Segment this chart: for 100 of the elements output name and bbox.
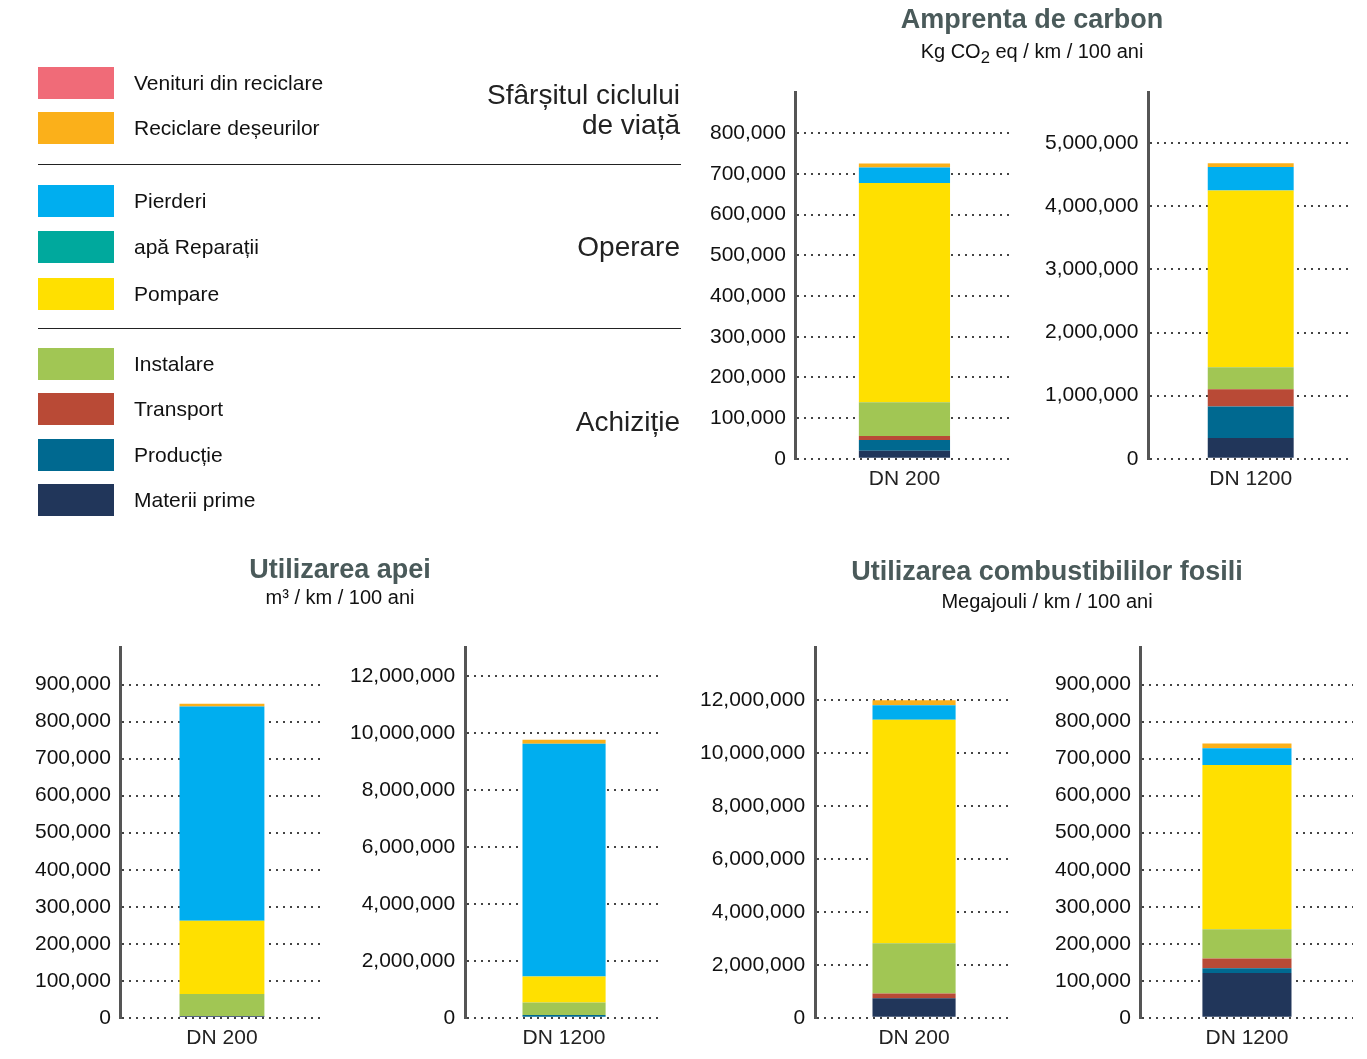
bar [872,998,956,1017]
legend-label: Materii prime [134,488,256,512]
y-tick-label: 4,000,000 [361,890,456,914]
y-tick-label: 3,000,000 [1044,256,1139,280]
y-tick-label: 4,000,000 [711,898,806,922]
y-tick-label: 700,000 [709,160,786,184]
bar [872,705,956,720]
y-tick-label: 800,000 [1054,708,1131,732]
y-tick-label: 600,000 [1054,782,1131,806]
bar [858,436,951,441]
y-tick-label: 900,000 [1054,671,1131,695]
legend-label: Instalare [134,352,215,376]
y-tick-label: 800,000 [34,708,111,732]
y-tick-label: 100,000 [1054,967,1131,991]
y-tick-label: 2,000,000 [1044,319,1139,343]
y-tick-label: 5,000,000 [1044,129,1139,153]
y-tick-label: 100,000 [34,967,111,991]
bar [179,706,265,921]
bar [1207,167,1294,191]
y-tick-label: 300,000 [1054,893,1131,917]
bar [1207,406,1294,438]
bar [858,402,951,437]
y-tick-label: 1,000,000 [1044,382,1139,406]
bar [858,440,951,451]
text: Megajouli / km / 100 ani [940,590,1154,613]
text: Operare [576,231,680,262]
y-tick-label: 100,000 [709,404,786,428]
y-tick-label: 10,000,000 [349,719,456,743]
y-tick-label: 300,000 [709,323,786,347]
y-tick-label: 200,000 [709,364,786,388]
text: Kg CO$_{2}$ eq / km / 100 ani [919,40,1145,68]
y-tick-label: 12,000,000 [349,662,456,686]
bar [1202,973,1292,1017]
legend-label: Pierderi [134,189,207,213]
y-tick-label: 10,000,000 [699,740,806,764]
x-tick-label: DN 1200 [1209,466,1293,490]
y-tick-label: 0 [99,1004,111,1028]
bar [858,163,951,168]
y-tick-label: 400,000 [1054,856,1131,880]
bar [858,182,951,403]
y-tick-label: 500,000 [34,819,111,843]
bar [522,739,606,744]
y-tick-label: 0 [1119,1004,1131,1028]
y-tick-label: 600,000 [34,782,111,806]
chart-subtitle: m³ / km / 100 ani [264,586,416,609]
y-tick-label: 900,000 [34,671,111,695]
bar [858,450,951,458]
text: Achiziție [574,406,680,437]
text: Sfârșitul ciclului de viață [486,79,680,140]
legend-label: Venituri din reciclare [134,71,324,95]
bar [872,700,956,706]
bar [872,943,956,994]
legend-label: Reciclare deșeurilor [134,116,320,140]
bar [1202,748,1292,765]
y-tick-label: 0 [793,1004,806,1028]
bar [179,920,265,995]
bar [1207,163,1294,168]
bar [522,976,606,1003]
bar [1202,958,1292,969]
x-tick-label: DN 200 [186,1025,258,1049]
y-tick-label: 4,000,000 [1044,193,1139,217]
bar [872,719,956,944]
bar [872,993,956,999]
bar [1207,389,1294,407]
x-tick-label: DN 200 [868,466,941,490]
y-tick-label: 6,000,000 [361,833,456,857]
legend-label: apă Reparații [134,235,259,259]
chart-title: Utilizarea apei [248,554,432,585]
y-tick-label: 700,000 [34,745,111,769]
y-tick-label: 0 [774,445,786,469]
y-tick-label: 400,000 [709,282,786,306]
y-tick-label: 200,000 [1054,930,1131,954]
y-tick-label: 400,000 [34,856,111,880]
bar [858,167,951,183]
y-tick-label: 6,000,000 [711,845,806,869]
x-tick-label: DN 1200 [522,1025,606,1049]
y-tick-label: 2,000,000 [711,951,806,975]
y-tick-label: 8,000,000 [711,793,806,817]
y-tick-label: 12,000,000 [699,687,806,711]
y-tick-label: 0 [443,1004,456,1028]
y-tick-label: 500,000 [1054,819,1131,843]
x-tick-label: DN 1200 [1205,1025,1289,1049]
text: Utilizarea combustibililor fosili [850,556,1244,587]
bar [522,743,606,977]
y-tick-label: 500,000 [709,242,786,266]
bar [1207,437,1294,458]
bar [1202,929,1292,959]
bar [1202,968,1292,974]
legend-label: Pompare [134,282,220,306]
y-tick-label: 8,000,000 [361,776,456,800]
bar [179,994,265,1016]
bar [1202,764,1292,930]
bar [522,1002,606,1015]
y-tick-label: 700,000 [1054,745,1131,769]
legend-label: Transport [134,397,224,421]
y-tick-label: 800,000 [709,120,786,144]
y-tick-label: 600,000 [709,201,786,225]
bar [1202,743,1292,749]
legend-label: Producție [134,443,223,467]
y-tick-label: 2,000,000 [361,947,456,971]
